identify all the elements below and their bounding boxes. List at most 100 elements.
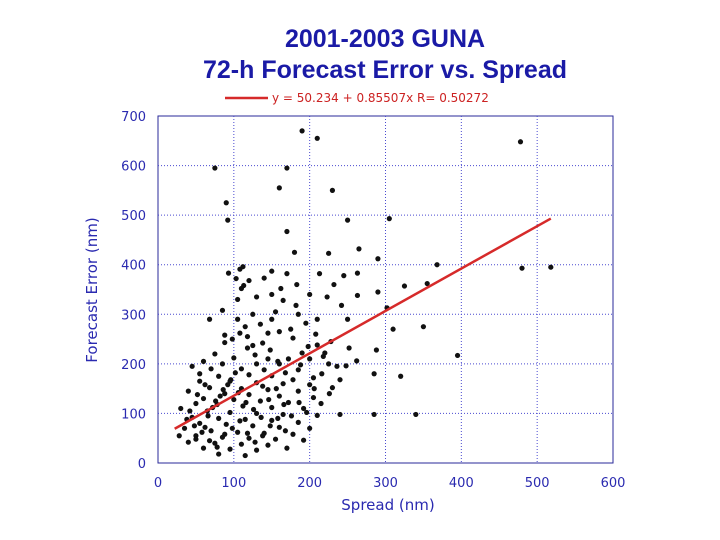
- data-point-201: [250, 311, 256, 317]
- data-point-149: [265, 442, 271, 448]
- data-point-39: [269, 291, 275, 298]
- data-point-96: [307, 382, 313, 388]
- data-point-9: [344, 217, 351, 223]
- data-point-3: [212, 165, 218, 171]
- data-point-4: [284, 165, 290, 171]
- data-point-115: [269, 404, 275, 411]
- data-point-218: [176, 433, 182, 439]
- y-tick-label-1: 100: [121, 407, 146, 422]
- data-point-32: [294, 281, 300, 288]
- data-point-106: [310, 394, 317, 401]
- data-point-48: [206, 316, 213, 322]
- data-point-52: [344, 316, 351, 322]
- data-point-57: [244, 333, 251, 340]
- data-point-12: [356, 246, 362, 252]
- data-point-104: [246, 391, 252, 398]
- data-point-13: [291, 249, 298, 255]
- data-point-25: [225, 270, 232, 276]
- data-point-137: [208, 428, 214, 434]
- data-point-92: [197, 378, 203, 384]
- data-point-2: [517, 139, 524, 145]
- data-point-34: [238, 285, 245, 292]
- data-point-60: [250, 342, 256, 349]
- data-point-124: [371, 411, 377, 418]
- data-point-161: [232, 370, 238, 376]
- chart-title-line-1: 2001-2003 GUNA: [285, 25, 485, 53]
- data-point-47: [219, 307, 226, 313]
- legend: y = 50.234 + 0.85507x R= 0.50272: [225, 91, 489, 105]
- data-point-110: [285, 399, 292, 406]
- data-point-38: [307, 291, 313, 298]
- data-point-150: [200, 445, 207, 451]
- data-point-91: [398, 373, 404, 379]
- x-tick-label-2: 200: [297, 476, 322, 491]
- data-point-1: [314, 135, 320, 141]
- data-point-35: [401, 283, 408, 289]
- data-points: [176, 128, 554, 459]
- data-point-203: [260, 383, 266, 389]
- data-point-198: [272, 309, 279, 315]
- data-point-132: [223, 421, 229, 427]
- y-tick-label-7: 700: [121, 110, 146, 125]
- data-point-37: [375, 289, 381, 295]
- data-point-74: [253, 361, 260, 367]
- data-point-152: [253, 447, 260, 453]
- data-point-172: [281, 401, 287, 408]
- data-point-82: [295, 367, 301, 373]
- data-point-205: [206, 438, 213, 444]
- data-point-131: [197, 420, 203, 426]
- data-point-155: [242, 452, 248, 459]
- data-point-169: [258, 414, 264, 420]
- data-point-67: [231, 355, 237, 361]
- data-point-185: [267, 347, 273, 353]
- data-point-134: [276, 424, 282, 430]
- data-point-72: [200, 358, 207, 364]
- data-point-202: [242, 324, 248, 330]
- data-point-138: [235, 429, 241, 435]
- data-point-173: [288, 413, 295, 419]
- data-point-54: [276, 329, 282, 335]
- data-point-206: [214, 444, 220, 450]
- data-point-210: [244, 430, 251, 436]
- data-point-23: [316, 271, 323, 277]
- data-point-49: [235, 316, 241, 322]
- data-point-30: [424, 280, 430, 287]
- data-point-123: [337, 411, 343, 418]
- data-point-59: [222, 339, 228, 346]
- data-point-114: [240, 403, 246, 409]
- data-point-27: [233, 275, 239, 282]
- x-axis-label: Spread (nm): [341, 496, 434, 514]
- data-point-95: [280, 381, 286, 387]
- data-point-97: [329, 385, 336, 391]
- x-tick-label-6: 600: [601, 476, 626, 491]
- data-point-14: [326, 250, 332, 256]
- data-point-151: [227, 446, 233, 452]
- data-point-140: [290, 431, 296, 437]
- data-point-191: [313, 331, 319, 337]
- data-point-164: [220, 387, 226, 393]
- x-tick-label-4: 400: [449, 476, 474, 491]
- y-axis-label: Forecast Error (nm): [83, 217, 101, 362]
- data-point-196: [288, 326, 294, 332]
- data-point-69: [285, 356, 292, 362]
- data-point-79: [208, 366, 214, 372]
- data-point-77: [343, 363, 349, 369]
- regression-line: [174, 217, 552, 430]
- data-point-167: [243, 399, 249, 406]
- data-point-58: [290, 335, 296, 341]
- data-point-24: [284, 271, 290, 277]
- x-tick-label-5: 500: [525, 476, 550, 491]
- data-point-112: [193, 400, 199, 407]
- data-point-64: [299, 350, 305, 356]
- data-point-73: [219, 361, 226, 367]
- data-point-165: [228, 377, 234, 383]
- data-point-100: [265, 387, 271, 393]
- data-point-71: [354, 358, 360, 364]
- data-point-175: [304, 409, 310, 416]
- data-point-51: [314, 316, 320, 322]
- data-point-120: [253, 410, 260, 417]
- data-point-16: [434, 262, 440, 268]
- data-point-130: [295, 419, 301, 425]
- data-point-81: [261, 367, 267, 373]
- data-point-63: [373, 347, 379, 353]
